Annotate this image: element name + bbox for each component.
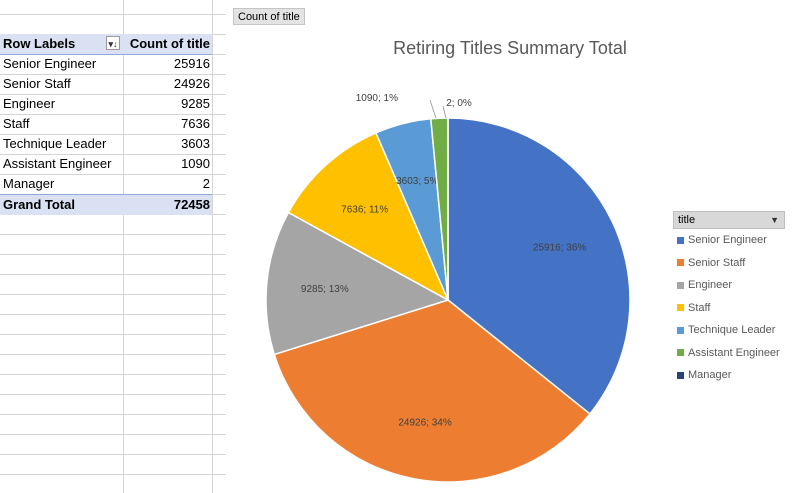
pivot-row[interactable]: Manager 2 [0,174,212,194]
pie-slice-staff[interactable] [287,131,450,302]
row-gridline [0,434,226,435]
pivot-row-value: 3603 [181,136,210,151]
column-gridline [123,0,124,493]
pivot-row[interactable]: Senior Engineer 25916 [0,54,212,74]
pivot-row-label: Staff [3,116,30,131]
pivot-row-label: Engineer [3,96,56,111]
grand-total-label: Grand Total [3,197,75,212]
row-gridline [0,454,226,455]
legend-swatch [677,371,684,379]
legend-swatch [677,281,684,289]
row-gridline [0,254,226,255]
row-gridline [0,414,226,415]
pivot-row-value: 2 [202,176,210,191]
legend-item[interactable]: Technique Leader [677,324,775,340]
legend-label: Assistant Engineer [688,346,780,359]
legend-item[interactable]: Staff [677,302,710,318]
pivot-row-value: 7636 [181,116,210,131]
pivot-row[interactable]: Assistant Engineer 1090 [0,154,212,174]
pie-chart[interactable]: 25916; 36% 24926; 34% 9285; 13% 7636; 11% 36… [226,0,794,493]
row-gridline [0,94,226,95]
pivot-row[interactable]: Technique Leader 3603 [0,134,212,154]
legend-item[interactable]: Assistant Engineer [677,347,780,363]
pivot-row-label: Manager [3,176,55,191]
pivot-row-value: 9285 [181,96,210,111]
data-label: 7636; 11% [341,204,388,215]
row-gridline [0,274,226,275]
legend-label: Senior Engineer [688,234,767,247]
pivot-row[interactable]: Engineer 9285 [0,94,212,114]
legend-swatch [677,236,684,244]
legend-label: Manager [688,369,732,382]
pivot-row-value: 24926 [173,76,210,91]
grand-total-row: Grand Total 72458 [0,194,212,215]
legend-title: title [678,214,696,226]
row-labels-header[interactable]: Row Labels [3,36,76,51]
chart-title: Retiring Titles Summary Total [393,38,627,58]
sort-filter-icon[interactable]: ▾↓ [106,36,120,50]
legend-filter-button[interactable]: title ▼ [673,211,785,229]
pie-slice-senior-engineer[interactable] [447,117,631,415]
spreadsheet-grid[interactable] [0,0,226,493]
row-gridline [0,234,226,235]
data-label: 1090; 1% [356,93,398,104]
legend-swatch [677,349,684,357]
legend-swatch [677,326,684,334]
row-gridline [0,294,226,295]
legend-label: Senior Staff [688,256,746,269]
grand-total-value: 72458 [173,197,210,212]
pie-slice-engineer[interactable] [265,211,450,356]
data-label: 3603; 5% [396,176,438,187]
row-gridline [0,154,226,155]
row-gridline [0,114,226,115]
legend-item[interactable]: Manager [677,369,731,385]
pivot-row-label: Technique Leader [3,136,107,151]
data-label: 24926; 34% [398,418,451,429]
pivot-row-label: Senior Engineer [3,56,97,71]
row-gridline [0,174,226,175]
pivot-row[interactable]: Staff 7636 [0,114,212,134]
row-gridline [0,134,226,135]
row-gridline [0,374,226,375]
legend-item[interactable]: Engineer [677,279,732,295]
pivot-row[interactable]: Senior Staff 24926 [0,74,212,94]
data-label: 2; 0% [446,98,472,109]
row-gridline [0,354,226,355]
data-label: 25916; 36% [533,242,586,253]
pivot-row-label: Assistant Engineer [3,156,112,171]
legend-swatch [677,259,684,267]
dropdown-arrow-icon: ▼ [770,215,779,225]
pivot-row-label: Senior Staff [3,76,71,91]
count-of-title-header[interactable]: Count of title [129,36,210,51]
pivot-row-value: 25916 [173,56,210,71]
legend-item[interactable]: Senior Staff [677,257,745,273]
row-gridline [0,334,226,335]
field-button-count-of-title[interactable]: Count of title [233,8,305,25]
row-gridline [0,394,226,395]
pivot-header-row: Row Labels ▾↓ Count of title [0,34,212,55]
data-label: 9285; 13% [301,284,349,295]
legend-item[interactable]: Senior Engineer [677,234,767,250]
legend-swatch [677,304,684,312]
legend-label: Engineer [688,279,733,292]
row-gridline [0,474,226,475]
leader-line [429,99,437,119]
leader-line [442,105,447,119]
row-gridline [0,74,226,75]
row-gridline [0,314,226,315]
row-gridline [0,14,226,15]
legend-label: Staff [688,301,711,314]
pie-slice-senior-staff[interactable] [273,299,591,483]
legend-label: Technique Leader [688,324,776,337]
pivot-row-value: 1090 [181,156,210,171]
column-gridline [212,0,213,493]
